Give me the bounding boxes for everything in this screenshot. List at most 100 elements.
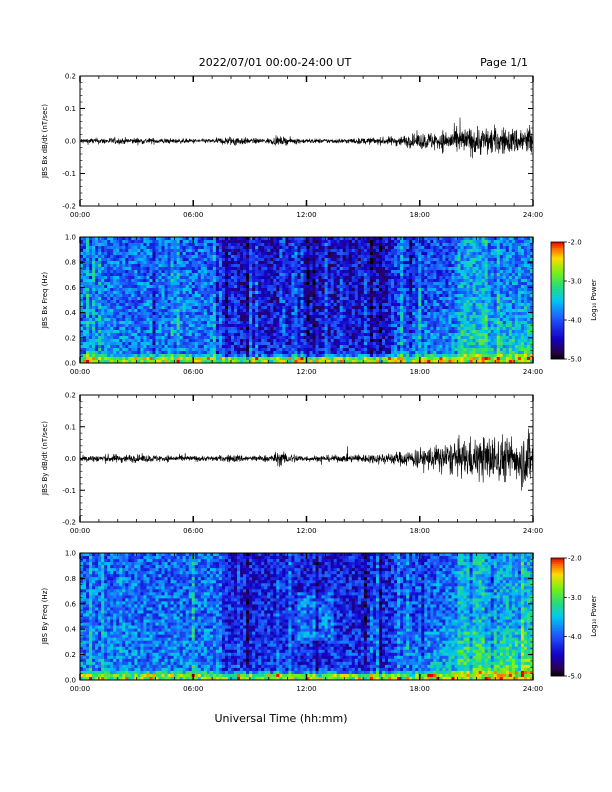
spectrogram-cell xyxy=(137,297,141,301)
spectrogram-cell xyxy=(182,330,187,334)
spectrogram-cell xyxy=(140,345,144,349)
spectrogram-cell xyxy=(125,315,129,319)
spectrogram-cell xyxy=(397,252,401,256)
spectrogram-cell xyxy=(167,345,171,349)
spectrogram-cell xyxy=(321,351,325,355)
spectrogram-cell xyxy=(240,279,244,283)
spectrogram-cell xyxy=(234,297,238,301)
spectrogram-cell xyxy=(110,318,114,322)
spectrogram-cell xyxy=(406,360,410,364)
spectrogram-cell xyxy=(333,348,338,352)
spectrogram-cell xyxy=(92,243,96,247)
spectrogram-cell xyxy=(122,306,126,310)
spectrogram-cell xyxy=(403,306,407,310)
spectrogram-cell xyxy=(267,249,271,253)
spectrogram-cell xyxy=(282,252,286,256)
spectrogram-cell xyxy=(80,288,84,292)
spectrogram-cell xyxy=(294,330,298,334)
spectrogram-cell xyxy=(297,339,301,343)
spectrogram-cell xyxy=(312,270,316,274)
spectrogram-cell xyxy=(424,351,428,355)
spectrogram-cell xyxy=(297,237,301,241)
spectrogram-cell xyxy=(234,252,238,256)
spectrogram-cell xyxy=(324,315,328,319)
spectrogram-cell xyxy=(173,300,177,304)
spectrogram-cell xyxy=(342,252,347,256)
spectrogram-cell xyxy=(246,291,250,295)
spectrogram-cell xyxy=(170,285,174,289)
spectrogram-cell xyxy=(155,264,159,268)
spectrogram-cell xyxy=(318,351,322,355)
spectrogram-cell xyxy=(406,252,410,256)
spectrogram-cell xyxy=(378,270,383,274)
spectrogram-cell xyxy=(309,318,313,322)
spectrogram-cell xyxy=(206,309,211,313)
spectrogram-cell xyxy=(206,294,211,298)
spectrogram-cell xyxy=(231,360,235,364)
spectrogram-cell xyxy=(80,258,84,262)
spectrogram-cell xyxy=(285,318,289,322)
spectrogram-cell xyxy=(140,360,144,364)
spectrogram-cell xyxy=(252,324,256,328)
spectrogram-cell xyxy=(345,351,350,355)
spectrogram-cell xyxy=(161,240,165,244)
spectrogram-cell xyxy=(173,273,177,277)
bx-dbdt-ylabel: JBS Bx dB/dt (nT/sec) xyxy=(41,104,49,179)
spectrogram-cell xyxy=(427,276,431,280)
spectrogram-cell xyxy=(101,339,105,343)
spectrogram-cell xyxy=(324,336,328,340)
spectrogram-cell xyxy=(345,342,350,346)
spectrogram-cell xyxy=(200,282,205,286)
spectrogram-cell xyxy=(372,303,377,307)
spectrogram-cell xyxy=(330,285,335,289)
spectrogram-cell xyxy=(418,282,422,286)
spectrogram-cell xyxy=(388,336,392,340)
spectrogram-cell xyxy=(128,273,132,277)
spectrogram-cell xyxy=(197,282,202,286)
spectrogram-cell xyxy=(104,264,108,268)
spectrogram-cell xyxy=(339,354,344,358)
spectrogram-cell xyxy=(227,327,232,331)
spectrogram-cell xyxy=(143,351,147,355)
spectrogram-cell xyxy=(140,306,144,310)
spectrogram-cell xyxy=(294,276,298,280)
spectrogram-cell xyxy=(249,297,253,301)
spectrogram-cell xyxy=(191,276,196,280)
spectrogram-cell xyxy=(188,267,193,271)
spectrogram-cell xyxy=(231,267,235,271)
spectrogram-cell xyxy=(369,279,374,283)
spectrogram-cell xyxy=(357,357,362,361)
spectrogram-cell xyxy=(382,348,386,352)
spectrogram-cell xyxy=(412,276,416,280)
spectrogram-cell xyxy=(176,261,181,265)
spectrogram-cell xyxy=(164,294,168,298)
spectrogram-cell xyxy=(221,324,226,328)
spectrogram-cell xyxy=(369,246,374,250)
spectrogram-cell xyxy=(306,243,310,247)
spectrogram-cell xyxy=(400,360,404,364)
spectrogram-cell xyxy=(421,342,425,346)
spectrogram-cell xyxy=(394,354,398,358)
spectrogram-cell xyxy=(125,282,129,286)
spectrogram-cell xyxy=(252,267,256,271)
spectrogram-cell xyxy=(300,267,304,271)
spectrogram-cell xyxy=(182,285,187,289)
spectrogram-cell xyxy=(312,324,316,328)
spectrogram-cell xyxy=(240,336,244,340)
spectrogram-cell xyxy=(330,240,335,244)
spectrogram-cell xyxy=(270,312,274,316)
spectrogram-cell xyxy=(252,360,256,364)
spectrogram-cell xyxy=(143,312,147,316)
spectrogram-cell xyxy=(336,321,341,325)
spectrogram-cell xyxy=(113,237,117,241)
spectrogram-cell xyxy=(354,327,359,331)
spectrogram-cell xyxy=(382,264,386,268)
spectrogram-cell xyxy=(279,288,283,292)
spectrogram-cell xyxy=(252,321,256,325)
spectrogram-cell xyxy=(342,327,347,331)
spectrogram-cell xyxy=(161,249,165,253)
spectrogram-cell xyxy=(240,318,244,322)
spectrogram-cell xyxy=(258,309,262,313)
spectrogram-cell xyxy=(336,270,341,274)
spectrogram-cell xyxy=(318,288,322,292)
